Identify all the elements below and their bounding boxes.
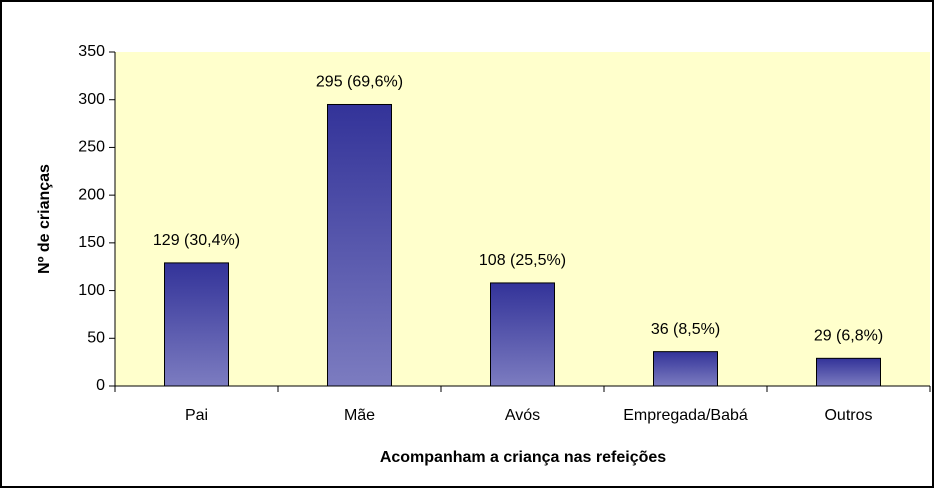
y-tick-label: 350 (78, 43, 105, 60)
y-axis-title: Nº de crianças (36, 164, 53, 274)
bar (164, 262, 229, 387)
x-axis-title: Acompanham a criança nas refeições (380, 449, 666, 466)
x-tick-label: Outros (824, 407, 872, 424)
value-label: 129 (30,4%) (153, 232, 240, 249)
value-label: 29 (6,8%) (814, 328, 883, 345)
bar (490, 282, 555, 387)
value-label: 36 (8,5%) (651, 321, 720, 338)
bar (653, 351, 718, 387)
y-tick-label: 0 (96, 377, 105, 394)
bar (816, 357, 881, 387)
bar (327, 103, 392, 387)
value-label: 295 (69,6%) (316, 74, 403, 91)
y-tick-label: 50 (87, 330, 105, 347)
y-tick-label: 250 (78, 139, 105, 156)
x-tick-label: Empregada/Babá (623, 407, 748, 424)
y-tick-label: 200 (78, 186, 105, 203)
y-tick-label: 300 (78, 91, 105, 108)
x-tick-label: Mãe (344, 407, 375, 424)
value-label: 108 (25,5%) (479, 252, 566, 269)
x-tick-label: Avós (505, 407, 540, 424)
y-tick-label: 150 (78, 234, 105, 251)
y-tick-label: 100 (78, 282, 105, 299)
x-tick-label: Pai (185, 407, 208, 424)
